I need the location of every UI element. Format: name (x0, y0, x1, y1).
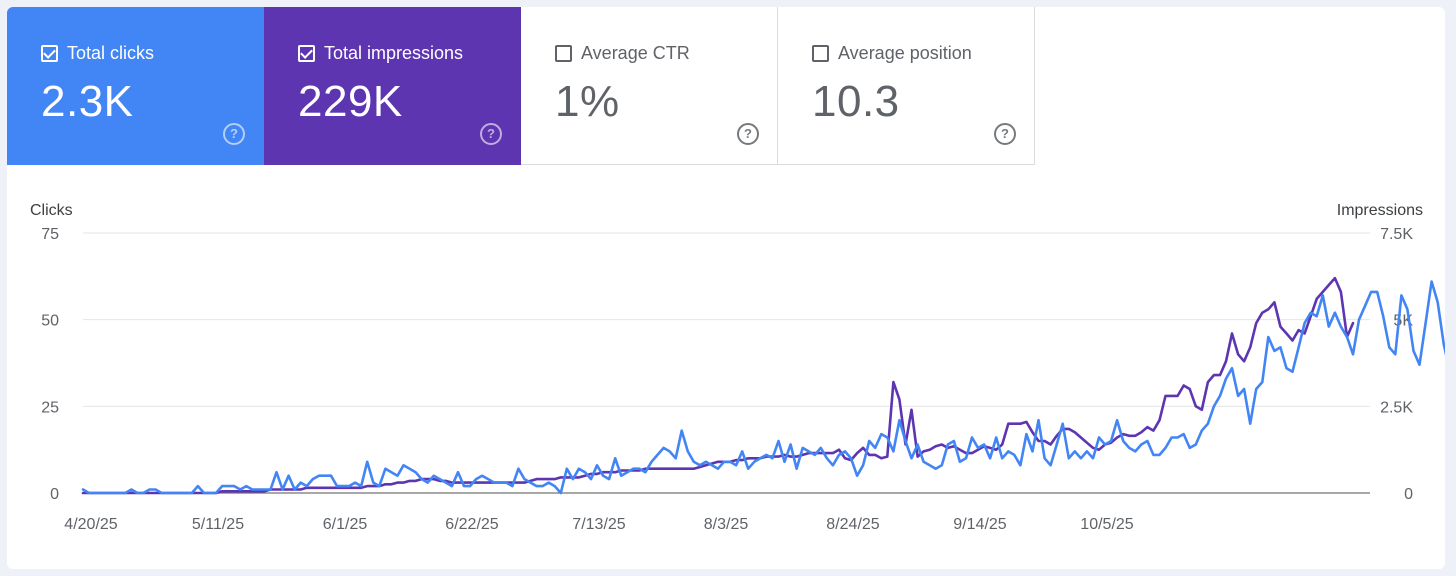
x-tick-label: 5/11/25 (192, 516, 244, 533)
metric-card-total-impressions[interactable]: Total impressions 229K ? (264, 7, 521, 165)
metric-card-average-position[interactable]: Average position 10.3 ? (778, 7, 1035, 165)
series-lines (81, 276, 1445, 495)
x-tick-label: 6/1/25 (323, 516, 368, 533)
right-tick-label: 7.5K (1380, 226, 1413, 243)
left-tick-label: 0 (50, 486, 59, 503)
x-tick-label: 4/20/25 (64, 516, 117, 533)
metric-card-header: Average position (812, 43, 972, 64)
x-tick-label: 7/13/25 (572, 516, 625, 533)
checkbox-unchecked-icon[interactable] (812, 45, 829, 62)
metric-card-header: Average CTR (555, 43, 690, 64)
help-icon[interactable]: ? (223, 123, 245, 145)
right-tick-label: 2.5K (1380, 399, 1413, 416)
left-tick-label: 75 (41, 226, 59, 243)
help-icon[interactable]: ? (480, 123, 502, 145)
metric-value: 10.3 (812, 77, 900, 126)
x-tick-label: 10/5/25 (1080, 516, 1133, 533)
metric-label: Average position (838, 43, 972, 63)
left-axis-ticks: 0 25 50 75 (41, 226, 59, 503)
help-icon[interactable]: ? (737, 123, 759, 145)
left-tick-label: 25 (41, 399, 59, 416)
metric-card-header: Total clicks (41, 43, 154, 64)
metric-cards: Total clicks 2.3K ? Total impressions 22… (7, 7, 1035, 165)
x-tick-label: 9/14/25 (953, 516, 1006, 533)
x-tick-label: 8/3/25 (704, 516, 749, 533)
metric-value: 2.3K (41, 77, 134, 126)
performance-panel: Total clicks 2.3K ? Total impressions 22… (7, 7, 1445, 569)
left-tick-label: 50 (41, 313, 59, 330)
impressions-line (81, 276, 1355, 495)
metric-label: Average CTR (581, 43, 690, 63)
metric-value: 229K (298, 77, 403, 126)
x-tick-label: 8/24/25 (826, 516, 879, 533)
checkbox-checked-icon[interactable] (41, 45, 58, 62)
left-axis-title: Clicks (30, 202, 73, 219)
metric-value: 1% (555, 77, 620, 126)
x-axis-ticks: 4/20/25 5/11/25 6/1/25 6/22/25 7/13/25 8/3/25… (64, 516, 1133, 533)
metric-card-total-clicks[interactable]: Total clicks 2.3K ? (7, 7, 264, 165)
metric-card-header: Total impressions (298, 43, 463, 64)
clicks-line (81, 280, 1445, 495)
right-tick-label: 0 (1404, 486, 1413, 503)
help-icon[interactable]: ? (994, 123, 1016, 145)
metric-label: Total impressions (324, 43, 464, 63)
checkbox-checked-icon[interactable] (298, 45, 315, 62)
gridlines (83, 232, 1370, 494)
checkbox-unchecked-icon[interactable] (555, 45, 572, 62)
metric-label: Total clicks (67, 43, 155, 63)
metric-card-average-ctr[interactable]: Average CTR 1% ? (521, 7, 778, 165)
right-axis-title: Impressions (1337, 202, 1423, 219)
x-tick-label: 6/22/25 (445, 516, 498, 533)
